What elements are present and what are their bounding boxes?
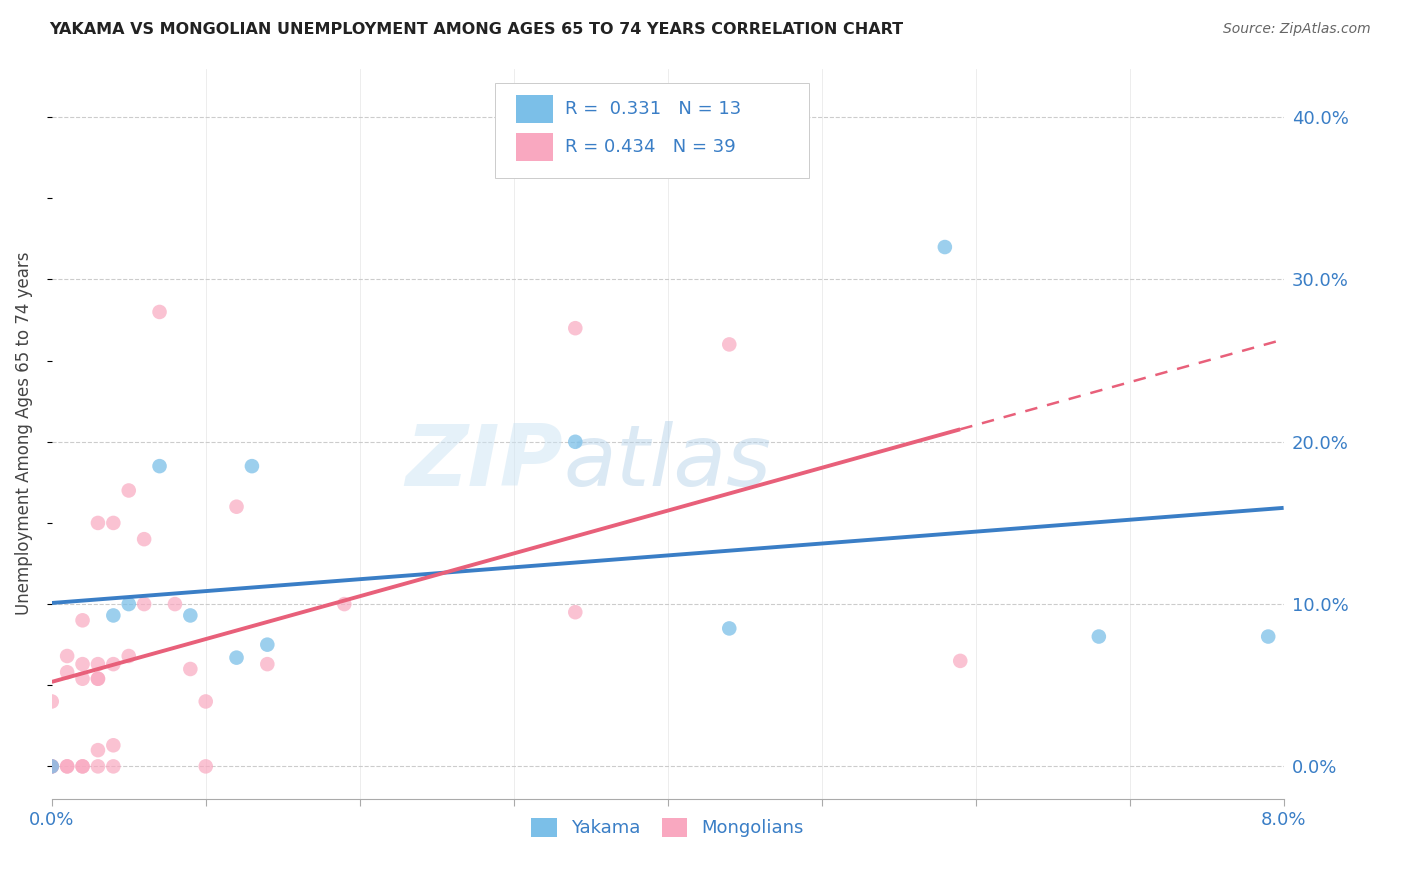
Point (72, 672, 94, 686)
Point (256, 657, 278, 672)
Point (148, 459, 170, 474)
Point (718, 337, 741, 351)
Point (72, 759, 94, 773)
Point (103, 516, 125, 530)
Point (718, 622, 741, 636)
Point (564, 605, 586, 619)
Point (56, 759, 79, 773)
Point (564, 434, 586, 449)
Point (163, 597, 186, 611)
Point (564, 321, 586, 335)
Point (41, 694, 63, 708)
Bar (516, 133, 553, 161)
Point (72, 657, 94, 672)
Point (41, 759, 63, 773)
Point (103, 608, 125, 623)
Text: R =  0.331   N = 13: R = 0.331 N = 13 (565, 100, 742, 118)
FancyBboxPatch shape (495, 83, 810, 178)
Point (87, 759, 110, 773)
Point (256, 638, 278, 652)
Point (56, 665, 79, 680)
Bar (516, 95, 553, 122)
Point (56, 759, 79, 773)
Point (225, 500, 247, 514)
Point (87, 743, 110, 757)
Point (103, 657, 125, 672)
Text: YAKAMA VS MONGOLIAN UNEMPLOYMENT AMONG AGES 65 TO 74 YEARS CORRELATION CHART: YAKAMA VS MONGOLIAN UNEMPLOYMENT AMONG A… (49, 22, 903, 37)
Legend: Yakama, Mongolians: Yakama, Mongolians (524, 811, 811, 845)
Point (949, 654, 972, 668)
Text: atlas: atlas (562, 421, 770, 504)
Point (56, 648, 79, 663)
Point (72, 759, 94, 773)
Point (134, 532, 156, 546)
Point (118, 483, 141, 498)
Point (87, 672, 110, 686)
Point (194, 694, 217, 708)
Text: R = 0.434   N = 39: R = 0.434 N = 39 (565, 137, 737, 156)
Point (179, 662, 201, 676)
Point (41, 759, 63, 773)
Point (87, 516, 110, 530)
Text: ZIP: ZIP (405, 421, 562, 504)
Y-axis label: Unemployment Among Ages 65 to 74 years: Unemployment Among Ages 65 to 74 years (15, 252, 32, 615)
Point (1088, 630, 1111, 644)
Point (72, 613, 94, 627)
Point (1257, 630, 1279, 644)
Point (103, 759, 125, 773)
Point (148, 305, 170, 319)
Point (41, 759, 63, 773)
Point (103, 739, 125, 753)
Point (41, 759, 63, 773)
Point (934, 240, 956, 254)
Point (333, 597, 356, 611)
Text: Source: ZipAtlas.com: Source: ZipAtlas.com (1223, 22, 1371, 37)
Point (179, 608, 201, 623)
Point (194, 759, 217, 773)
Point (118, 597, 141, 611)
Point (225, 650, 247, 665)
Point (87, 672, 110, 686)
Point (118, 648, 141, 663)
Point (134, 597, 156, 611)
Point (87, 657, 110, 672)
Point (240, 459, 263, 474)
